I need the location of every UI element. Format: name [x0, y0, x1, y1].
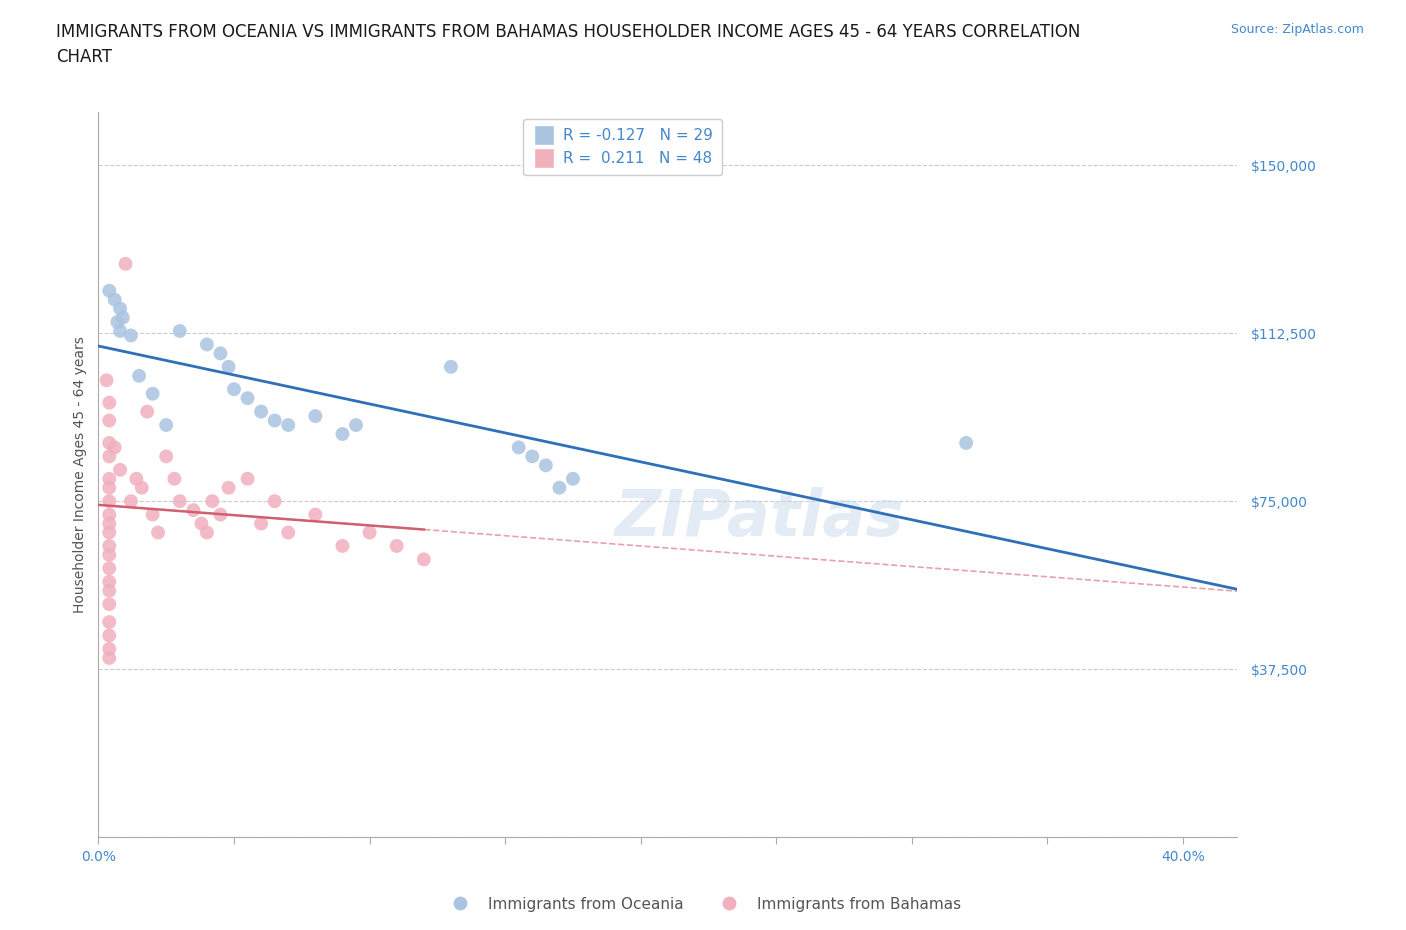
Point [236, 391, 259, 405]
Point [169, 324, 191, 339]
Point [98, 413, 121, 428]
Point [111, 310, 134, 325]
Point [155, 418, 177, 432]
Point [190, 516, 212, 531]
Legend: R = -0.127   N = 29, R =  0.211   N = 48: R = -0.127 N = 29, R = 0.211 N = 48 [523, 119, 721, 175]
Point [304, 408, 326, 423]
Point [146, 525, 169, 540]
Point [136, 405, 159, 419]
Point [98, 480, 121, 495]
Point [98, 642, 121, 657]
Point [169, 494, 191, 509]
Point [108, 462, 131, 477]
Point [108, 301, 131, 316]
Point [209, 346, 232, 361]
Point [98, 538, 121, 553]
Point [250, 516, 273, 531]
Text: CHART: CHART [56, 48, 112, 66]
Point [98, 650, 121, 665]
Point [534, 458, 557, 472]
Point [125, 472, 148, 486]
Point [263, 494, 285, 509]
Point [98, 284, 121, 299]
Point [98, 561, 121, 576]
Point [955, 435, 977, 450]
Point [344, 418, 367, 432]
Point [562, 472, 585, 486]
Point [142, 386, 165, 401]
Point [218, 359, 240, 374]
Point [277, 525, 299, 540]
Point [98, 597, 121, 612]
Point [98, 435, 121, 450]
Point [440, 359, 463, 374]
Point [385, 538, 408, 553]
Point [195, 337, 218, 352]
Legend: Immigrants from Oceania, Immigrants from Bahamas: Immigrants from Oceania, Immigrants from… [439, 891, 967, 918]
Point [98, 507, 121, 522]
Point [120, 328, 142, 343]
Point [142, 507, 165, 522]
Point [98, 583, 121, 598]
Point [304, 507, 326, 522]
Text: ZIPatlas: ZIPatlas [614, 486, 904, 549]
Point [155, 449, 177, 464]
Point [114, 257, 136, 272]
Point [236, 472, 259, 486]
Point [128, 368, 150, 383]
Text: Source: ZipAtlas.com: Source: ZipAtlas.com [1230, 23, 1364, 36]
Point [201, 494, 224, 509]
Point [98, 615, 121, 630]
Y-axis label: Householder Income Ages 45 - 64 years: Householder Income Ages 45 - 64 years [73, 336, 87, 613]
Point [98, 516, 121, 531]
Point [98, 472, 121, 486]
Point [107, 314, 129, 329]
Point [183, 503, 205, 518]
Point [277, 418, 299, 432]
Point [98, 628, 121, 643]
Point [359, 525, 381, 540]
Point [263, 413, 285, 428]
Point [98, 548, 121, 563]
Point [250, 405, 273, 419]
Point [98, 525, 121, 540]
Point [108, 324, 131, 339]
Point [332, 538, 354, 553]
Point [218, 480, 240, 495]
Point [98, 494, 121, 509]
Point [508, 440, 530, 455]
Point [195, 525, 218, 540]
Point [98, 575, 121, 590]
Point [548, 480, 571, 495]
Point [209, 507, 232, 522]
Point [222, 382, 245, 397]
Point [163, 472, 186, 486]
Point [104, 292, 127, 307]
Point [104, 440, 127, 455]
Point [332, 427, 354, 442]
Point [120, 494, 142, 509]
Point [96, 373, 118, 388]
Point [522, 449, 544, 464]
Text: IMMIGRANTS FROM OCEANIA VS IMMIGRANTS FROM BAHAMAS HOUSEHOLDER INCOME AGES 45 - : IMMIGRANTS FROM OCEANIA VS IMMIGRANTS FR… [56, 23, 1081, 41]
Point [98, 395, 121, 410]
Point [98, 449, 121, 464]
Point [131, 480, 153, 495]
Point [412, 551, 434, 566]
